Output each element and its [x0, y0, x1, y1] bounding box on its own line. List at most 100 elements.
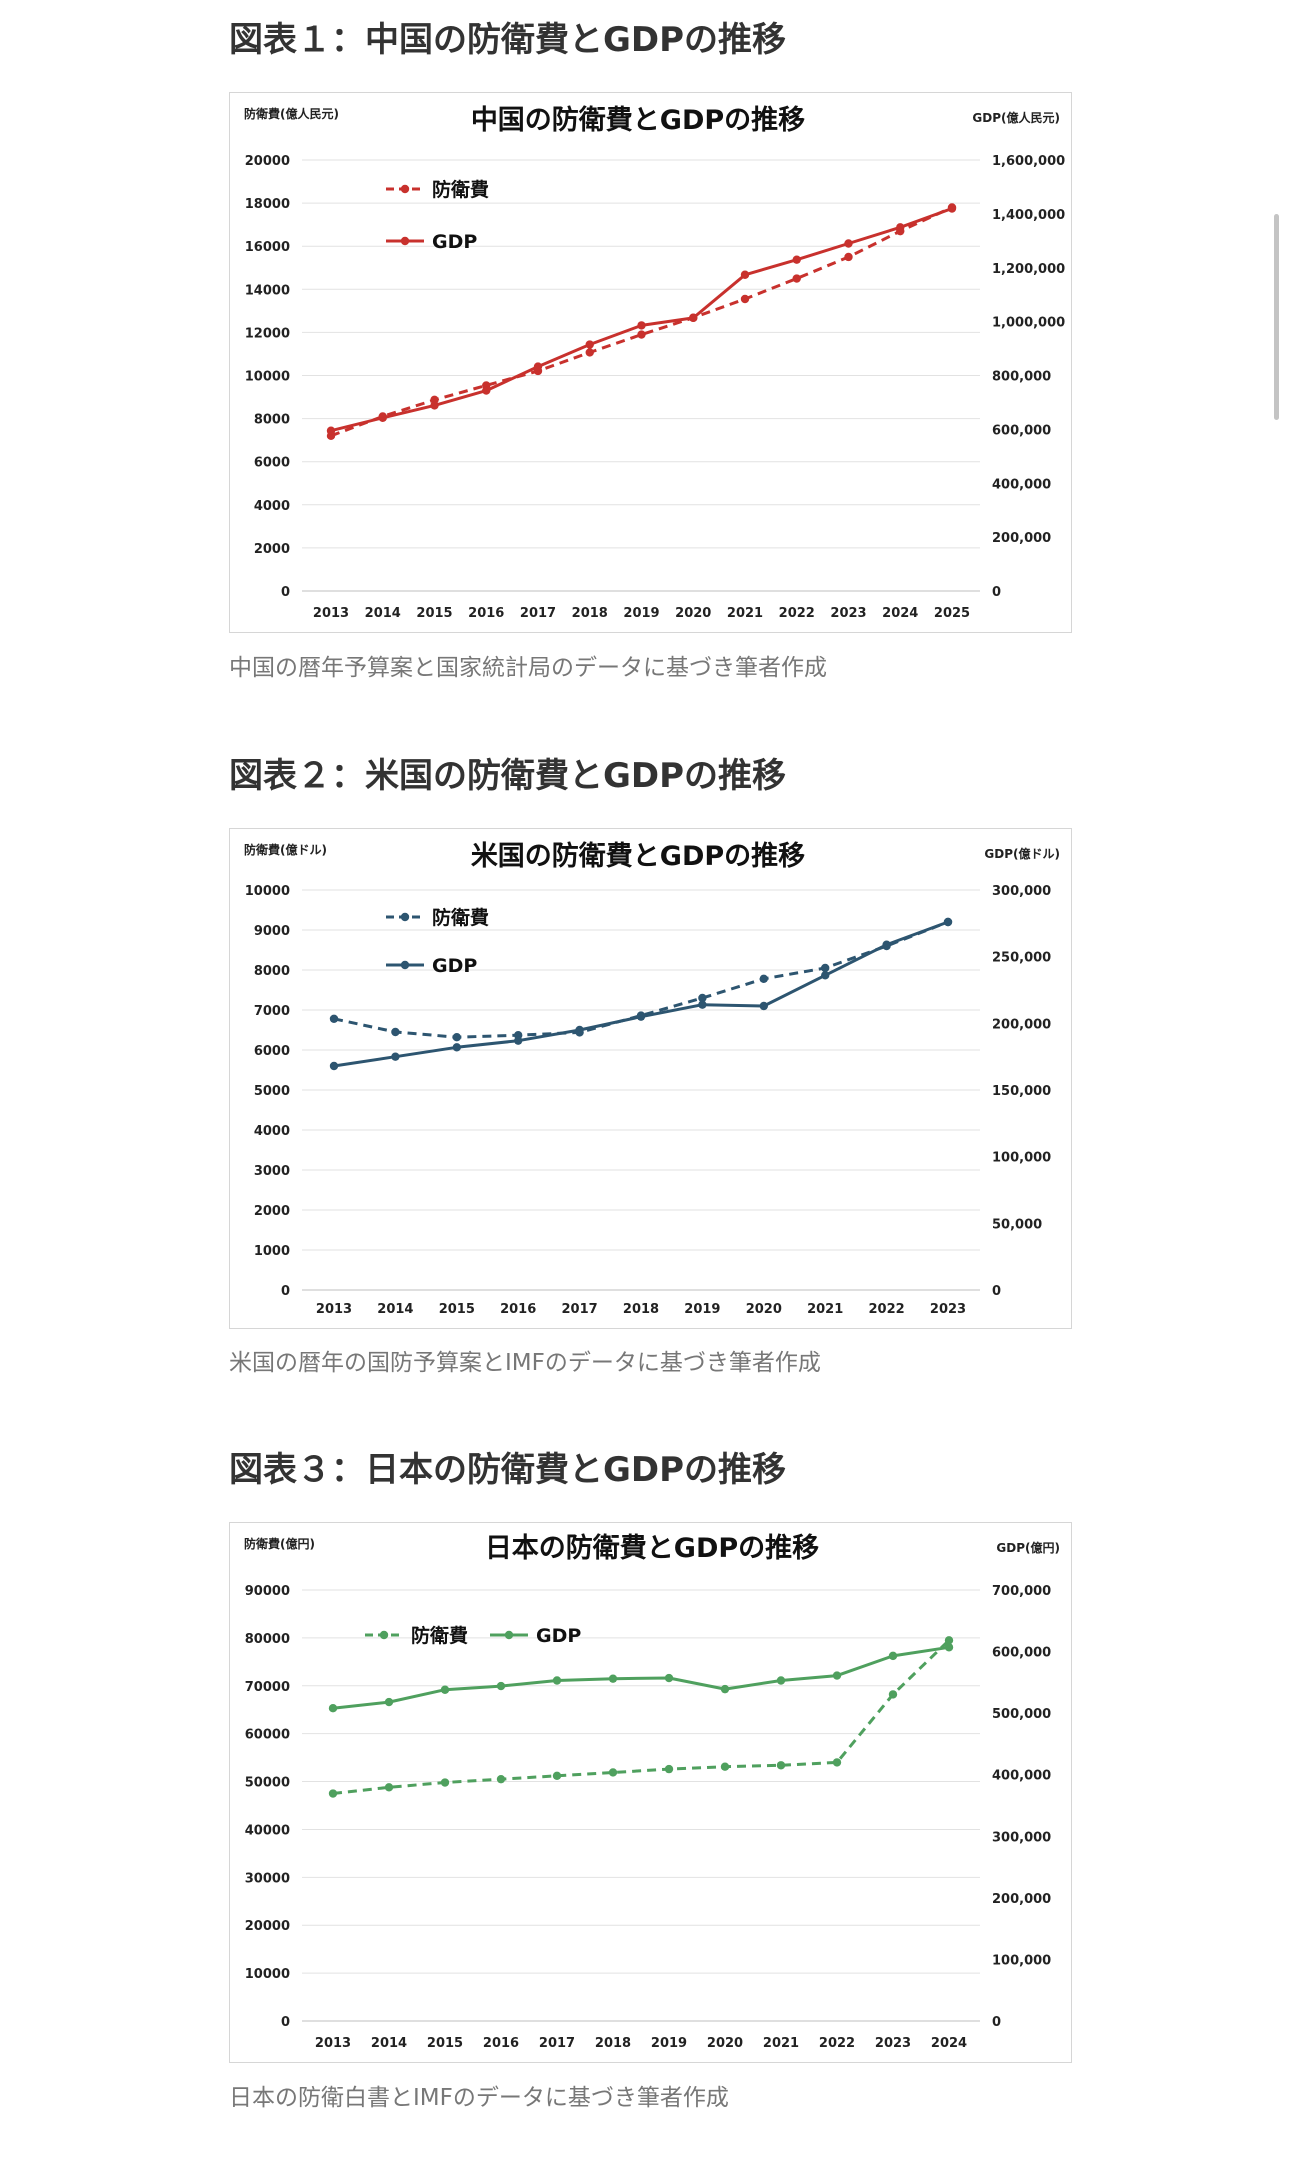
- figure-caption: 日本の防衛白書とIMFのデータに基づき筆者作成: [229, 2085, 729, 2111]
- data-point-gdp: [698, 1000, 707, 1009]
- series-line-gdp: [333, 920, 949, 1068]
- chart-title: 日本の防衛費とGDPの推移: [485, 1532, 819, 1564]
- data-point-defense: [664, 1764, 674, 1774]
- x-tick-label: 2013: [315, 2036, 351, 2051]
- x-tick-label: 2015: [439, 1302, 475, 1317]
- x-tick-label: 2015: [416, 606, 452, 621]
- x-tick-label: 2021: [763, 2036, 799, 2051]
- x-tick-label: 2024: [931, 2036, 967, 2051]
- x-tick-label: 2022: [779, 606, 815, 621]
- data-point-gdp: [844, 239, 853, 248]
- data-point-gdp: [637, 321, 646, 330]
- legend-label: 防衛費: [432, 178, 489, 201]
- data-point-defense: [328, 1789, 338, 1798]
- data-point-gdp: [740, 270, 750, 279]
- y2-tick-label: 400,000: [992, 477, 1051, 492]
- y-axis-label: 防衛費(億人民元): [244, 106, 339, 121]
- data-point-gdp: [575, 1025, 584, 1035]
- y-tick-label: 6000: [254, 456, 290, 471]
- y2-tick-label: 400,000: [992, 1769, 1051, 1784]
- data-point-defense: [776, 1761, 786, 1770]
- data-point-gdp: [391, 1052, 400, 1061]
- figure-caption: 中国の暦年予算案と国家統計局のデータに基づき筆者作成: [229, 655, 827, 681]
- x-tick-label: 2019: [623, 606, 659, 621]
- data-point-gdp: [943, 917, 953, 927]
- y2-tick-label: 200,000: [992, 1017, 1051, 1032]
- data-point-defense: [944, 1636, 954, 1645]
- data-point-gdp: [720, 1684, 730, 1694]
- data-point-defense: [740, 294, 750, 304]
- x-tick-label: 2023: [930, 1302, 966, 1317]
- data-point-gdp: [452, 1043, 461, 1052]
- y2-tick-label: 1,000,000: [992, 316, 1065, 331]
- y2-tick-label: 100,000: [992, 1151, 1051, 1166]
- y2-axis-label: GDP(億円): [996, 1540, 1060, 1555]
- x-tick-label: 2017: [539, 2036, 575, 2051]
- y-tick-label: 9000: [254, 924, 290, 939]
- x-tick-label: 2021: [807, 1302, 843, 1317]
- figure-heading: 図表１：中国の防衛費とGDPの推移: [229, 20, 787, 60]
- y-tick-label: 90000: [245, 1584, 290, 1599]
- y-tick-label: 18000: [245, 197, 290, 212]
- data-point-defense: [759, 974, 768, 983]
- data-point-gdp: [482, 386, 491, 395]
- data-point-defense: [585, 348, 594, 357]
- data-point-defense: [440, 1778, 450, 1787]
- data-point-gdp: [821, 971, 830, 980]
- x-tick-label: 2018: [623, 1302, 659, 1317]
- x-tick-label: 2020: [675, 606, 711, 621]
- y2-tick-label: 500,000: [992, 1707, 1051, 1722]
- x-tick-label: 2023: [830, 606, 866, 621]
- legend-label: GDP: [432, 231, 477, 253]
- x-tick-label: 2017: [520, 606, 556, 621]
- data-point-gdp: [888, 1651, 898, 1661]
- chart-title: 中国の防衛費とGDPの推移: [471, 104, 805, 136]
- y-tick-label: 20000: [245, 1919, 290, 1934]
- y2-tick-label: 1,400,000: [992, 208, 1065, 223]
- data-point-defense: [608, 1768, 618, 1777]
- y-tick-label: 12000: [245, 326, 290, 341]
- x-tick-label: 2022: [869, 1302, 905, 1317]
- page-scrollbar[interactable]: [1274, 214, 1279, 420]
- y2-tick-label: 200,000: [992, 531, 1051, 546]
- data-point-defense: [637, 330, 646, 339]
- data-point-defense: [329, 1014, 339, 1023]
- x-tick-label: 2019: [651, 2036, 687, 2051]
- x-tick-label: 2023: [875, 2036, 911, 2051]
- x-tick-label: 2013: [316, 1302, 352, 1317]
- y-tick-label: 80000: [245, 1632, 290, 1647]
- data-point-gdp: [326, 426, 336, 435]
- data-point-gdp: [440, 1685, 450, 1694]
- chart-container: 0 2000 4000 6000 8000 10000 12000 14000 16000 180…: [229, 92, 1072, 633]
- data-point-gdp: [792, 255, 801, 264]
- data-point-gdp: [947, 204, 957, 213]
- data-point-defense: [698, 993, 707, 1003]
- y2-tick-label: 0: [992, 1284, 1001, 1299]
- data-point-defense: [552, 1771, 562, 1781]
- y-tick-label: 6000: [254, 1044, 290, 1059]
- data-point-gdp: [384, 1697, 394, 1707]
- figure-heading: 図表３：日本の防衛費とGDPの推移: [229, 1450, 787, 1490]
- y2-tick-label: 1,200,000: [992, 262, 1065, 277]
- data-point-defense: [384, 1783, 394, 1792]
- chart-title: 米国の防衛費とGDPの推移: [471, 840, 805, 872]
- y-tick-label: 40000: [245, 1823, 290, 1838]
- chart-container: 0 1000 2000 3000 4000 5000 6000 7000 8000 9000 100…: [229, 828, 1072, 1329]
- y-axis-label: 防衛費(億円): [244, 1536, 315, 1551]
- legend-label: GDP: [432, 955, 477, 977]
- series-line-gdp: [332, 1645, 950, 1710]
- y2-axis-label: GDP(億人民元): [972, 110, 1060, 125]
- data-point-gdp: [664, 1673, 674, 1683]
- x-tick-label: 2014: [365, 606, 401, 621]
- data-point-gdp: [896, 223, 905, 232]
- y-tick-label: 0: [281, 1284, 290, 1299]
- legend-label: 防衛費: [432, 906, 489, 929]
- y2-tick-label: 150,000: [992, 1084, 1051, 1099]
- y-tick-label: 0: [281, 585, 290, 600]
- y-tick-label: 20000: [245, 154, 290, 169]
- y-tick-label: 14000: [245, 283, 290, 298]
- y-tick-label: 5000: [254, 1084, 290, 1099]
- x-tick-label: 2013: [313, 606, 349, 621]
- y-tick-label: 3000: [254, 1164, 290, 1179]
- data-point-defense: [844, 252, 853, 262]
